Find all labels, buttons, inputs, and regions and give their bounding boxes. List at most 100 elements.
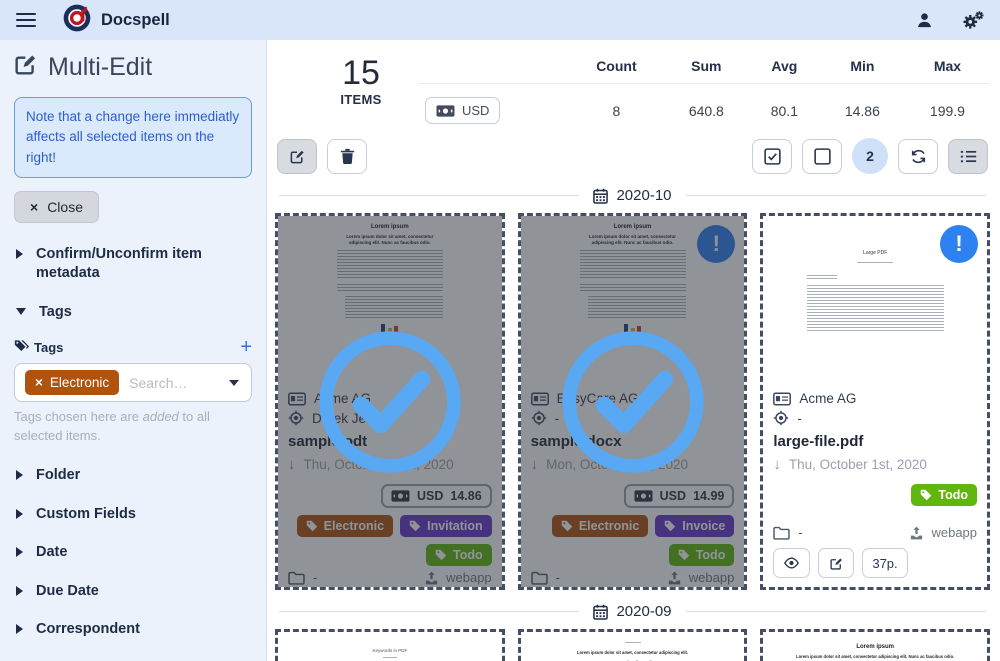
tag-chip: Todo (911, 484, 978, 506)
preview-eye-button[interactable] (773, 548, 811, 578)
selected-overlay (278, 216, 502, 587)
tags-icon (14, 338, 34, 356)
tag-icon (921, 489, 932, 501)
source-label: webapp (909, 525, 977, 540)
section-confirm-metadata[interactable]: Confirm/Unconfirm item metadata (16, 245, 250, 284)
col-avg: Avg (748, 54, 820, 84)
user-account-icon[interactable] (915, 11, 934, 30)
section-tags[interactable]: Tags (16, 303, 250, 323)
caret-right-icon (16, 624, 23, 635)
menu-icon[interactable] (16, 12, 36, 28)
tags-panel: Tags + × Electronic Search… Tags chosen … (14, 337, 252, 446)
col-max: Max (904, 54, 990, 84)
multi-edit-sidebar: Multi-Edit Note that a change here immed… (0, 40, 267, 661)
add-tag-plus-icon[interactable]: + (240, 336, 252, 359)
item-chips: Todo (773, 484, 978, 506)
remove-tag-x-icon[interactable]: × (35, 375, 43, 391)
down-arrow-icon: ↓ (773, 456, 781, 473)
calendar-icon (593, 188, 609, 204)
edit-mode-button[interactable] (277, 138, 317, 174)
close-x-icon: × (30, 198, 39, 215)
pages-label: 37p. (862, 548, 908, 578)
settings-gears-icon[interactable] (962, 10, 984, 30)
close-button[interactable]: × Close (14, 190, 99, 223)
folder-icon (773, 526, 791, 540)
item-card-group: Lorem ipsum Lorem ipsum dolor sit amet, … (275, 213, 991, 590)
selected-check-icon (319, 330, 461, 473)
stats-summary: 15 ITEMS Count Sum Avg Min Max (275, 48, 990, 124)
reload-button[interactable] (898, 138, 938, 174)
note-alert: Note that a change here immediatly affec… (14, 97, 252, 178)
section-due-date[interactable]: Due Date (16, 582, 250, 602)
top-navbar: Docspell (0, 0, 1000, 40)
item-thumbnail: Keywords in PDF (278, 632, 502, 661)
sidebar-title: Multi-Edit (14, 50, 252, 87)
list-view-icon (960, 150, 976, 162)
caret-right-icon (16, 248, 23, 259)
docspell-logo-icon (62, 3, 92, 38)
table-row: USD 8 640.8 80.1 14.86 199.9 (419, 84, 990, 124)
caret-right-icon (16, 585, 23, 596)
month-label: 2020-09 (616, 603, 672, 620)
checked-square-icon (763, 147, 781, 165)
concerning-row: - (773, 410, 977, 426)
edit-pencil-icon (14, 52, 38, 83)
item-card[interactable]: Keywords in PDF (275, 629, 505, 661)
tags-field-label: Tags (34, 339, 64, 355)
refresh-icon (911, 149, 925, 163)
item-thumbnail: Lorem ipsum dolor sit amet, consectetur … (520, 632, 745, 661)
caret-right-icon (16, 547, 23, 558)
trash-icon (340, 148, 354, 164)
item-card[interactable]: Lorem ipsum Lorem ipsum dolor sit amet, … (760, 629, 991, 661)
currency-chip: USD (425, 97, 501, 124)
section-concerning[interactable]: Concerning (16, 659, 250, 661)
section-custom-fields[interactable]: Custom Fields (16, 505, 250, 525)
item-date-row: ↓ Thu, October 1st, 2020 (773, 456, 927, 473)
item-card-sample-docx[interactable]: ! Lorem ipsum Lorem ipsum dolor sit amet… (517, 213, 748, 590)
edit-pencil-icon (830, 557, 842, 570)
eye-icon (784, 557, 800, 569)
item-card-large-file-pdf[interactable]: ! Large PDF (760, 213, 991, 590)
id-card-icon (773, 392, 792, 405)
section-correspondent[interactable]: Correspondent (16, 620, 250, 640)
month-divider: 2020-09 (279, 603, 986, 620)
card-footer-buttons: 37p. (773, 548, 977, 578)
calendar-icon (593, 604, 609, 620)
select-all-button[interactable] (752, 138, 792, 174)
currency-stats-table: Count Sum Avg Min Max (419, 54, 990, 124)
item-card[interactable]: Lorem ipsum dolor sit amet, consectetur … (517, 629, 748, 661)
item-name: large-file.pdf (773, 433, 864, 450)
upload-icon (911, 526, 923, 539)
item-thumbnail: Lorem ipsum Lorem ipsum dolor sit amet, … (763, 632, 988, 661)
delete-items-button[interactable] (327, 138, 367, 174)
month-label: 2020-10 (616, 187, 672, 204)
money-bill-icon (436, 104, 455, 117)
edit-pencil-icon (290, 150, 304, 163)
caret-right-icon (16, 470, 23, 481)
new-item-badge: ! (940, 225, 979, 263)
selected-tag-chip[interactable]: × Electronic (25, 370, 120, 396)
folder-row: - webapp (773, 525, 977, 540)
caret-right-icon (16, 508, 23, 519)
col-count: Count (569, 54, 664, 84)
selected-overlay (520, 216, 745, 587)
empty-square-icon (813, 147, 831, 165)
correspondent-row: Acme AG (773, 391, 977, 406)
tags-multiselect-dropdown[interactable]: × Electronic Search… (14, 363, 252, 403)
col-sum: Sum (663, 54, 749, 84)
edit-item-button[interactable] (818, 548, 855, 578)
app-brand[interactable]: Docspell (62, 3, 170, 38)
section-date[interactable]: Date (16, 543, 250, 563)
tag-search-placeholder: Search… (129, 374, 188, 391)
list-view-button[interactable] (948, 138, 988, 174)
deselect-all-button[interactable] (802, 138, 842, 174)
section-folder[interactable]: Folder (16, 466, 250, 486)
chevron-down-icon (229, 379, 239, 386)
person-crosshair-icon (774, 410, 789, 426)
item-card-sample-odt[interactable]: Lorem ipsum Lorem ipsum dolor sit amet, … (275, 213, 505, 590)
selected-count-badge: 2 (852, 138, 888, 174)
app-title: Docspell (101, 10, 170, 29)
tags-helper-text: Tags chosen here are added to all select… (14, 409, 210, 444)
month-divider: 2020-10 (279, 187, 986, 204)
selected-check-icon (561, 330, 704, 473)
